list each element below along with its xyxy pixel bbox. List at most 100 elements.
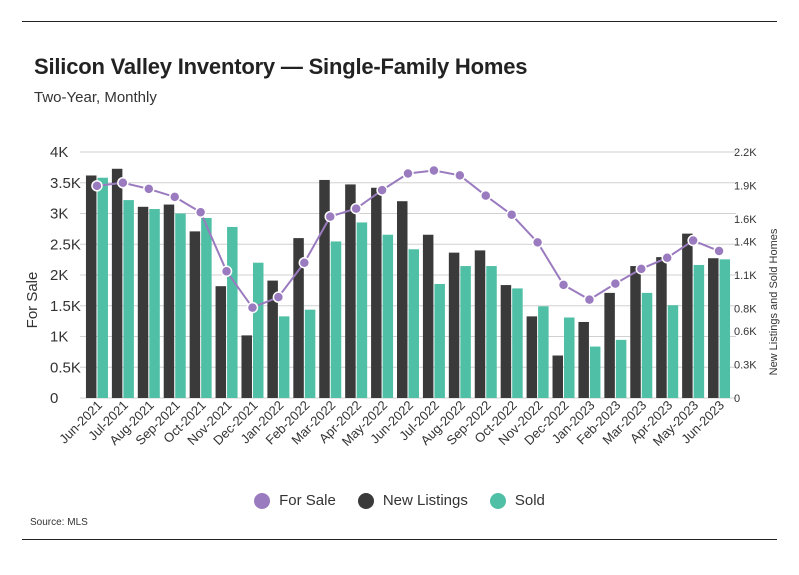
bar-new-listings xyxy=(319,179,330,398)
bars xyxy=(85,168,731,398)
bar-new-listings xyxy=(656,257,667,398)
for-sale-point xyxy=(246,301,259,314)
for-sale-point xyxy=(324,210,336,223)
bar-sold xyxy=(460,266,471,398)
bar-sold xyxy=(278,316,290,398)
bar-new-listings xyxy=(708,258,719,398)
right-tick-label: 1.9K xyxy=(734,181,757,193)
bar-sold xyxy=(304,309,316,398)
legend-item-new-listings: New Listings xyxy=(357,492,468,509)
legend-swatch-for-sale xyxy=(254,492,271,509)
bar-new-listings xyxy=(163,204,175,398)
legend-label-for-sale: For Sale xyxy=(279,492,336,509)
left-tick-label: 1K xyxy=(50,329,68,346)
bar-sold xyxy=(330,241,342,398)
bottom-rule xyxy=(22,539,777,540)
for-sale-point xyxy=(454,169,466,182)
right-tick-label: 0 xyxy=(734,393,740,405)
bar-sold xyxy=(227,226,238,398)
bar-sold xyxy=(356,222,368,398)
legend-label-sold: Sold xyxy=(514,492,545,509)
legend-swatch-new-listings xyxy=(357,492,374,509)
right-tick-label: 0.3K xyxy=(734,359,757,371)
bar-sold xyxy=(538,306,549,398)
for-sale-point xyxy=(583,293,596,306)
for-sale-point xyxy=(194,206,207,219)
bar-new-listings xyxy=(397,201,408,398)
left-tick-label: 0 xyxy=(50,390,58,407)
bar-new-listings xyxy=(215,286,227,398)
for-sale-line xyxy=(91,164,725,314)
bar-new-listings xyxy=(293,238,304,398)
for-sale-point xyxy=(168,191,181,203)
bar-new-listings xyxy=(578,321,589,398)
for-sale-point xyxy=(480,189,492,202)
for-sale-point xyxy=(661,252,673,264)
for-sale-point xyxy=(713,245,725,257)
bar-sold xyxy=(201,217,212,398)
for-sale-point xyxy=(428,164,440,177)
bar-sold xyxy=(97,177,108,398)
bar-new-listings xyxy=(682,233,693,398)
for-sale-point xyxy=(117,177,129,189)
for-sale-point xyxy=(91,180,103,192)
left-tick-label: 1.5K xyxy=(50,298,81,315)
top-rule xyxy=(22,21,777,22)
for-sale-point xyxy=(635,263,648,275)
bar-sold xyxy=(123,200,134,398)
bar-sold xyxy=(252,262,264,398)
bar-new-listings xyxy=(474,250,486,398)
bar-new-listings xyxy=(604,292,615,398)
for-sale-point xyxy=(220,265,233,278)
for-sale-point xyxy=(350,202,362,215)
bar-new-listings xyxy=(371,187,382,398)
source-note: Source: MLS xyxy=(30,517,88,528)
bar-sold xyxy=(486,266,497,398)
for-sale-point xyxy=(272,291,285,303)
bar-new-listings xyxy=(422,234,434,398)
legend-item-for-sale: For Sale xyxy=(254,492,336,509)
left-tick-label: 3K xyxy=(50,206,68,223)
left-tick-label: 2.5K xyxy=(50,236,81,253)
left-tick-label: 4K xyxy=(50,144,68,161)
legend-swatch-sold xyxy=(489,492,506,509)
for-sale-point xyxy=(298,256,311,269)
bar-sold xyxy=(175,213,186,398)
bar-sold xyxy=(408,249,419,398)
bar-sold xyxy=(719,259,731,398)
bar-new-listings xyxy=(137,206,149,398)
right-tick-label: 0.8K xyxy=(734,304,757,316)
bar-sold xyxy=(641,292,653,398)
for-sale-point xyxy=(143,183,155,195)
for-sale-point xyxy=(557,279,570,291)
for-sale-point xyxy=(687,234,699,247)
bar-sold xyxy=(667,305,679,398)
bar-new-listings xyxy=(267,280,278,398)
for-sale-point xyxy=(402,167,414,180)
bar-new-listings xyxy=(85,175,97,398)
legend-label-new-listings: New Listings xyxy=(382,492,468,509)
left-tick-label: 3.5K xyxy=(50,175,81,192)
bar-sold xyxy=(615,339,627,398)
chart-subtitle: Two-Year, Monthly xyxy=(34,89,157,106)
right-tick-label: 0.6K xyxy=(734,326,757,338)
bar-new-listings xyxy=(630,266,641,398)
right-axis-label: New Listings and Sold Homes xyxy=(768,228,780,375)
bar-new-listings xyxy=(345,184,356,398)
bar-sold xyxy=(434,283,445,398)
bar-sold xyxy=(512,288,523,398)
right-tick-label: 1.6K xyxy=(734,214,757,226)
left-tick-label: 2K xyxy=(50,267,68,284)
left-axis-ticks: 0 0.5K 1K 1.5K 2K 2.5K 3K 3.5K 4K xyxy=(50,144,81,407)
legend: For Sale New Listings Sold xyxy=(0,492,799,509)
bar-new-listings xyxy=(241,335,252,398)
right-axis-ticks: 0 0.3K 0.6K 0.8K 1.1K 1.4K 1.6K 1.9K 2.2K xyxy=(734,147,757,405)
right-tick-label: 1.1K xyxy=(734,270,757,282)
right-tick-label: 2.2K xyxy=(734,147,757,159)
bar-new-listings xyxy=(448,252,460,398)
left-tick-label: 0.5K xyxy=(50,359,81,376)
gridlines xyxy=(80,151,736,399)
bar-sold xyxy=(589,346,601,398)
legend-item-sold: Sold xyxy=(489,492,545,509)
